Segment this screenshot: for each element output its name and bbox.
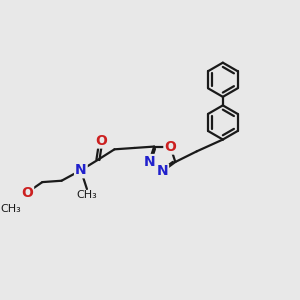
Text: CH₃: CH₃	[0, 204, 21, 214]
Text: O: O	[164, 140, 176, 154]
Text: CH₃: CH₃	[76, 190, 97, 200]
Text: N: N	[75, 163, 87, 177]
Text: N: N	[156, 164, 168, 178]
Text: N: N	[143, 155, 155, 169]
Text: O: O	[21, 186, 33, 200]
Text: O: O	[95, 134, 106, 148]
